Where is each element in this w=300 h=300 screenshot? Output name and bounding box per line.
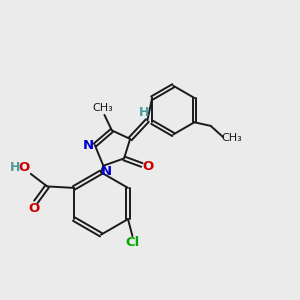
Text: N: N [83,139,94,152]
Text: O: O [142,160,154,173]
Text: O: O [29,202,40,215]
Text: O: O [18,161,29,174]
Text: CH₃: CH₃ [93,103,113,113]
Text: Cl: Cl [125,236,140,249]
Text: H: H [10,161,21,174]
Text: N: N [101,165,112,178]
Text: H: H [139,106,150,119]
Text: CH₃: CH₃ [222,133,242,143]
